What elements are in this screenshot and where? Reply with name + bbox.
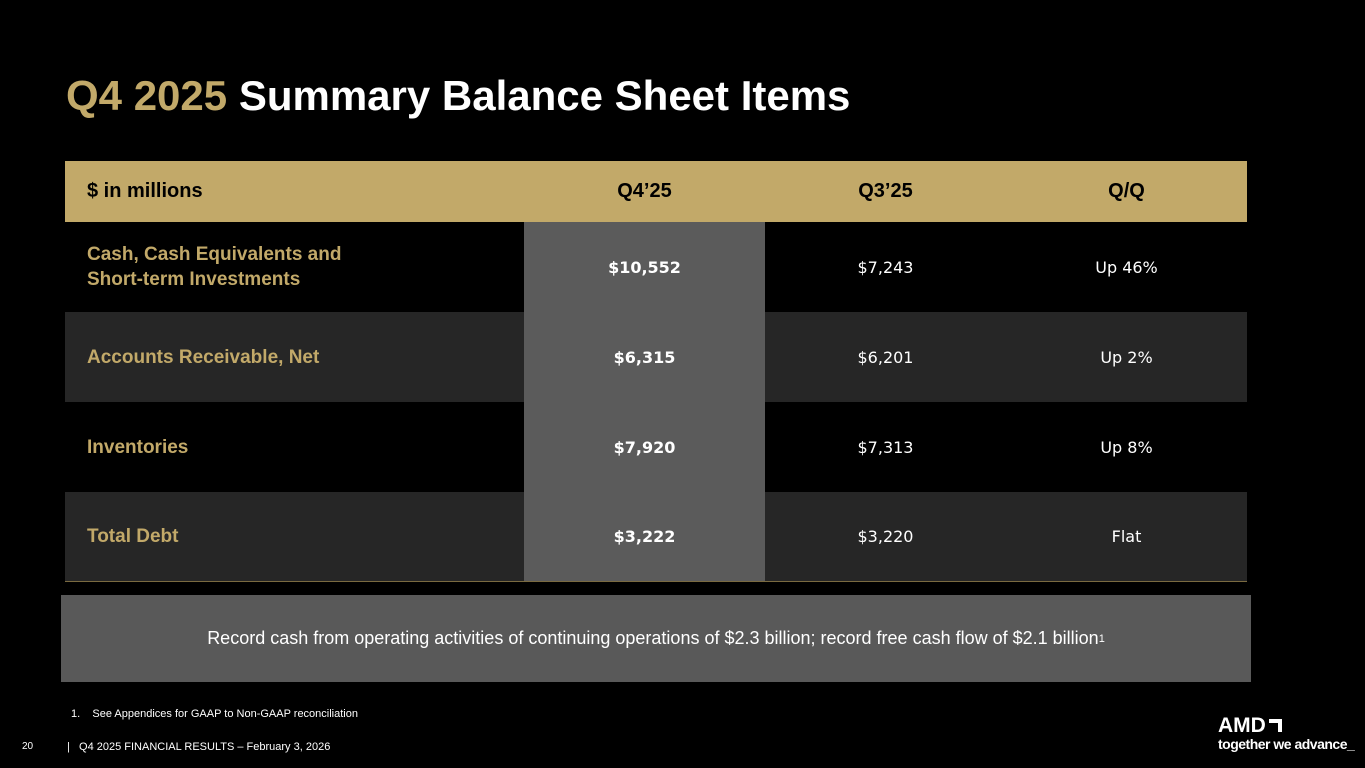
q4-value: $6,315 [524, 312, 765, 402]
row-label: Total Debt [87, 526, 179, 547]
page-number: 20 [22, 741, 34, 752]
logo-tagline: together we advance_ [1218, 736, 1355, 752]
title-accent: Q4 2025 [66, 72, 228, 119]
footnote: 1. See Appendices for GAAP to Non-GAAP r… [71, 708, 358, 720]
header-label: $ in millions [87, 180, 203, 202]
table-row: Accounts Receivable, Net $6,315 $6,201 U… [65, 312, 1247, 402]
header-qq: Q/Q [1108, 180, 1145, 202]
header-q4: Q4’25 [617, 180, 672, 202]
callout-text: Record cash from operating activities of… [207, 628, 1099, 648]
q4-value: $7,920 [524, 402, 765, 492]
row-label: Cash, Cash Equivalents and Short-term Inv… [65, 242, 524, 292]
logo-wordmark: AMD [1218, 714, 1266, 737]
q3-value: $7,313 [857, 437, 914, 457]
qq-value: Flat [1111, 527, 1142, 546]
qq-value: Up 2% [1100, 347, 1153, 367]
amd-logo: AMD together we advance_ [1218, 714, 1355, 752]
header-q3: Q3’25 [858, 180, 913, 202]
table-row: Inventories $7,920 $7,313 Up 8% [65, 402, 1247, 492]
table-row: Total Debt $3,222 $3,220 Flat [65, 492, 1247, 581]
q3-value: $3,220 [857, 527, 914, 546]
page-title: Q4 2025 Summary Balance Sheet Items [66, 72, 850, 120]
amd-arrow-icon [1268, 719, 1282, 732]
callout-box: Record cash from operating activities of… [61, 595, 1251, 682]
row-label: Accounts Receivable, Net [87, 346, 320, 368]
callout-footnote-ref: 1 [1098, 632, 1105, 645]
title-rest: Summary Balance Sheet Items [238, 72, 851, 119]
table-row: Cash, Cash Equivalents and Short-term Inv… [65, 222, 1247, 312]
table-bottom-rule [65, 581, 1247, 582]
table-header: $ in millions Q4’25 Q3’25 Q/Q [65, 161, 1247, 222]
q4-value: $10,552 [524, 222, 765, 312]
footer-text: | Q4 2025 FINANCIAL RESULTS – February 3… [67, 741, 331, 753]
balance-sheet-table: $ in millions Q4’25 Q3’25 Q/Q Cash, Cash… [65, 161, 1247, 582]
row-label-line: Cash, Cash Equivalents and [87, 244, 342, 265]
q3-value: $7,243 [857, 257, 914, 277]
q3-value: $6,201 [857, 347, 914, 367]
logo-brand: AMD [1218, 714, 1354, 738]
qq-value: Up 8% [1100, 437, 1153, 457]
row-label: Inventories [87, 436, 189, 458]
qq-value: Up 46% [1095, 257, 1158, 277]
q4-value: $3,222 [524, 492, 765, 581]
row-label-line: Short-term Investments [87, 269, 301, 290]
